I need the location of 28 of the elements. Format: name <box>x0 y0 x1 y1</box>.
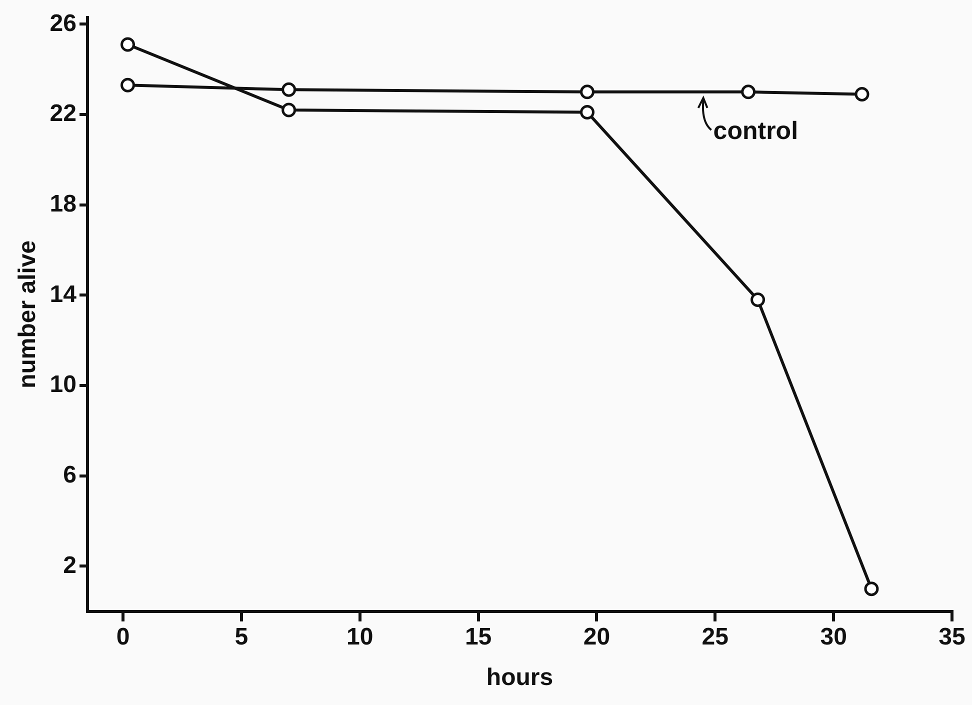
point <box>580 84 594 100</box>
y-tick-label: 22 <box>50 100 76 128</box>
x-tick-label: 5 <box>234 623 248 650</box>
x-tick-label: 20 <box>583 623 610 650</box>
point <box>120 37 136 52</box>
point <box>854 86 870 102</box>
annotation: control <box>713 116 798 145</box>
y-tick-label: 14 <box>50 280 78 308</box>
x-tick-label: 30 <box>820 623 847 650</box>
point <box>120 78 136 92</box>
y-tick-label: 26 <box>50 10 76 37</box>
y-axis-title: number alive <box>14 240 42 388</box>
y-tick-label: 2 <box>63 552 76 579</box>
point <box>282 102 296 118</box>
point <box>282 82 296 97</box>
point <box>580 105 594 120</box>
point <box>741 84 756 100</box>
y-tick-label: 18 <box>50 190 76 218</box>
x-axis-title: hours <box>486 664 554 692</box>
y-tick-label: 6 <box>63 462 76 489</box>
x-tick-label: 15 <box>464 623 492 650</box>
point <box>750 292 766 307</box>
x-tick-label: 0 <box>116 623 130 650</box>
y-tick-label: 10 <box>50 371 76 398</box>
x-tick-label: 35 <box>938 623 966 650</box>
x-tick-label: 25 <box>702 623 728 650</box>
x-tick-label: 10 <box>346 623 374 650</box>
point <box>864 582 879 596</box>
